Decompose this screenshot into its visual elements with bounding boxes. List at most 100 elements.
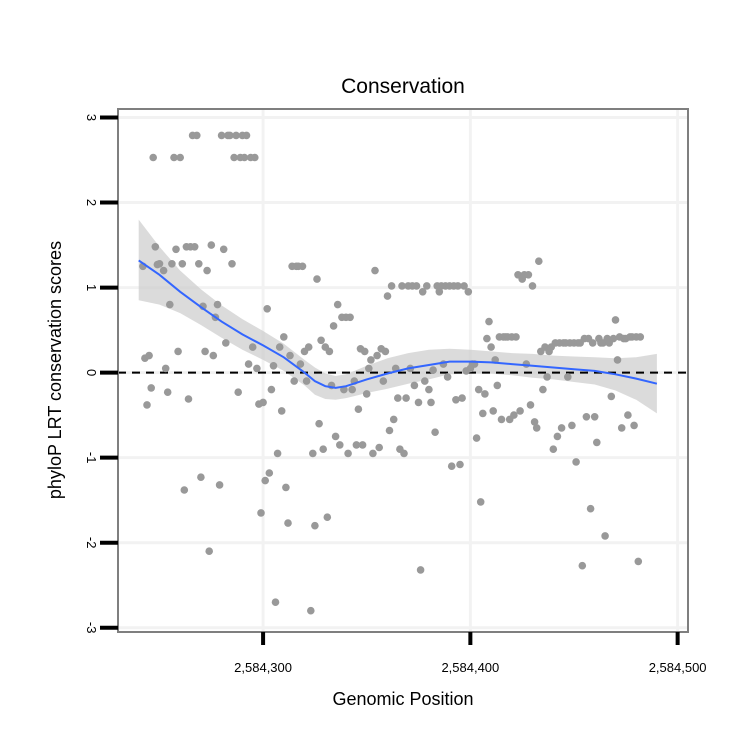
data-point — [365, 364, 373, 373]
data-point — [248, 343, 257, 351]
data-point — [423, 282, 431, 290]
data-point — [493, 381, 502, 390]
data-point — [549, 445, 558, 454]
data-point — [329, 322, 338, 330]
data-point — [617, 424, 626, 432]
data-point — [257, 509, 265, 517]
data-point — [145, 351, 153, 360]
data-point — [476, 498, 485, 506]
data-point — [427, 398, 435, 407]
y-tick-label: -2 — [84, 537, 99, 549]
data-point — [601, 532, 609, 540]
y-axis-title: phyloP LRT conservation scores — [45, 241, 65, 499]
data-point — [228, 260, 236, 268]
data-point — [369, 449, 377, 458]
data-point — [163, 388, 172, 397]
data-point — [479, 409, 487, 418]
data-point — [379, 377, 388, 385]
data-point — [481, 390, 489, 398]
data-point — [362, 390, 371, 398]
data-point — [253, 364, 261, 373]
data-point — [443, 373, 452, 381]
data-point — [269, 362, 278, 370]
data-point — [553, 432, 562, 441]
data-point — [232, 131, 240, 140]
data-point — [402, 394, 410, 402]
data-point — [634, 557, 643, 566]
data-point — [582, 413, 591, 421]
data-point — [271, 598, 280, 606]
data-point — [543, 373, 551, 381]
x-axis-title: Genomic Position — [332, 689, 473, 709]
data-point — [354, 405, 363, 414]
data-point — [383, 292, 392, 300]
data-point — [489, 407, 498, 415]
data-point — [215, 481, 224, 489]
data-point — [174, 347, 182, 356]
data-point — [435, 288, 444, 296]
data-point — [458, 394, 466, 402]
data-point — [371, 266, 379, 275]
data-point — [526, 401, 535, 409]
data-point — [207, 241, 216, 249]
data-point — [226, 131, 234, 140]
y-tick-label: 1 — [84, 284, 99, 291]
data-point — [624, 411, 632, 419]
data-point — [170, 153, 178, 162]
y-tick-label: -3 — [84, 622, 99, 634]
data-point — [586, 504, 595, 513]
data-point — [190, 243, 199, 251]
data-point — [172, 245, 180, 254]
data-point — [286, 351, 294, 360]
data-point — [230, 153, 238, 162]
data-point — [630, 421, 638, 430]
data-point — [607, 392, 616, 401]
data-point — [336, 441, 344, 449]
data-point — [290, 377, 299, 385]
x-tick-label: 2,584,400 — [441, 660, 499, 675]
data-point — [421, 377, 429, 385]
data-point — [568, 421, 576, 430]
y-axis-ticks: -3 -2 -1 0 1 2 3 — [84, 114, 118, 634]
data-point — [611, 316, 620, 324]
data-points — [139, 131, 645, 615]
data-point — [203, 266, 211, 275]
y-tick-label: 0 — [84, 369, 99, 376]
data-point — [180, 486, 189, 494]
data-point — [178, 260, 187, 268]
x-tick-label: 2,584,300 — [234, 660, 292, 675]
data-point — [348, 385, 357, 394]
data-point — [588, 339, 597, 347]
data-point — [590, 413, 599, 421]
chart-title: Conservation — [341, 75, 465, 98]
data-point — [155, 260, 164, 268]
data-point — [593, 438, 601, 447]
data-point — [512, 333, 520, 341]
data-point — [564, 373, 572, 381]
data-point — [400, 449, 408, 458]
data-point — [530, 418, 539, 426]
data-point — [381, 347, 390, 356]
data-point — [414, 398, 423, 407]
data-point — [267, 385, 276, 394]
data-point — [219, 245, 228, 254]
y-tick-label: 2 — [84, 199, 99, 206]
data-point — [147, 384, 155, 392]
data-point — [472, 434, 481, 442]
data-point — [358, 441, 367, 449]
data-point — [259, 398, 267, 407]
data-point — [460, 282, 468, 290]
data-point — [636, 333, 645, 341]
data-point — [263, 305, 272, 313]
data-point — [578, 561, 587, 570]
data-point — [497, 415, 506, 424]
data-point — [201, 347, 209, 356]
smooth-fit-line — [138, 259, 658, 389]
data-point — [149, 153, 157, 162]
data-point — [277, 407, 286, 415]
gridlines — [118, 109, 688, 632]
data-point — [242, 131, 251, 140]
data-point — [234, 388, 242, 397]
data-point — [251, 153, 259, 162]
data-point — [209, 351, 218, 360]
